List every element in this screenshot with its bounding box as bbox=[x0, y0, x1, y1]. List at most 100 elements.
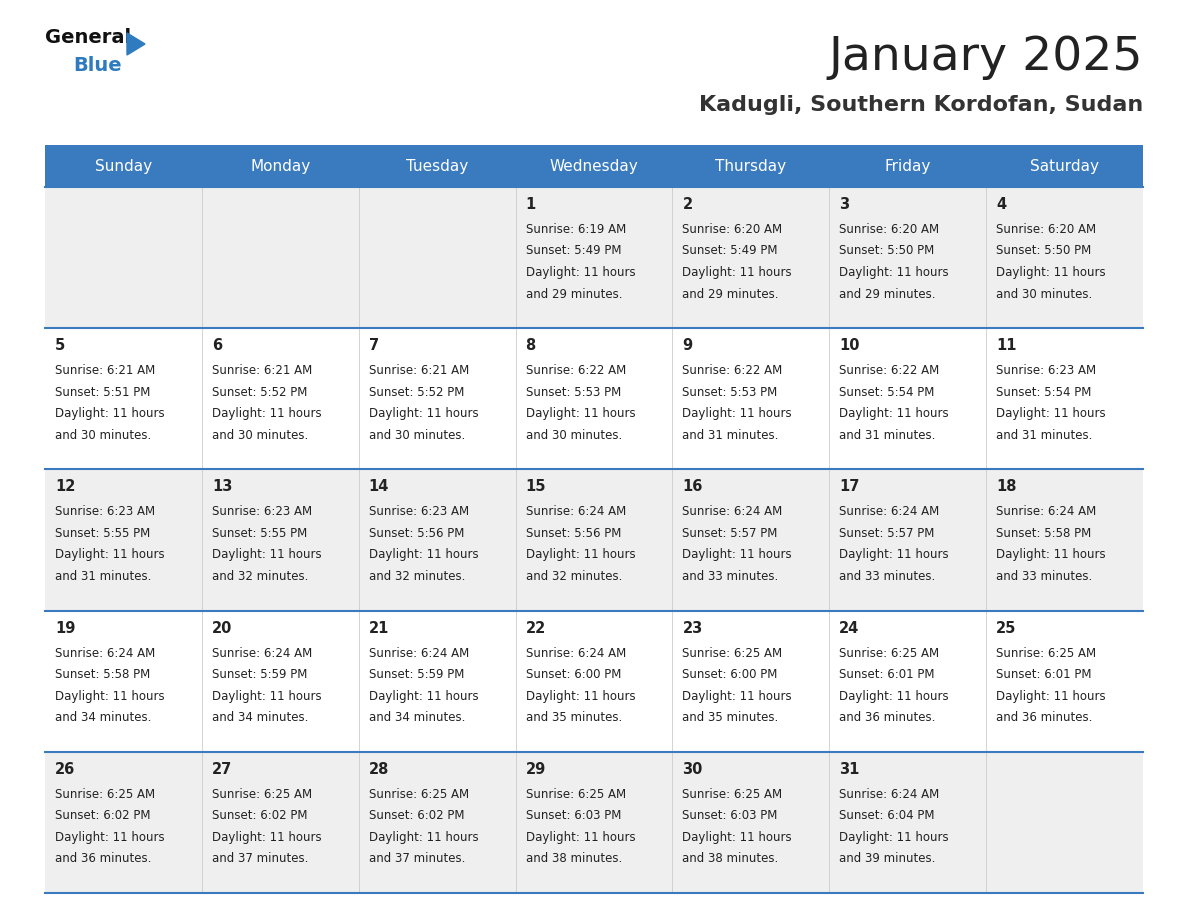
Text: Daylight: 11 hours: Daylight: 11 hours bbox=[839, 548, 949, 562]
Text: Sunrise: 6:25 AM: Sunrise: 6:25 AM bbox=[525, 788, 626, 800]
Text: Sunrise: 6:20 AM: Sunrise: 6:20 AM bbox=[839, 223, 940, 236]
Text: Daylight: 11 hours: Daylight: 11 hours bbox=[997, 548, 1106, 562]
Text: Sunrise: 6:22 AM: Sunrise: 6:22 AM bbox=[839, 364, 940, 377]
Text: 13: 13 bbox=[211, 479, 232, 495]
Text: 1: 1 bbox=[525, 197, 536, 212]
Text: Sunrise: 6:21 AM: Sunrise: 6:21 AM bbox=[55, 364, 156, 377]
Text: Daylight: 11 hours: Daylight: 11 hours bbox=[55, 831, 165, 844]
Text: Sunrise: 6:24 AM: Sunrise: 6:24 AM bbox=[525, 506, 626, 519]
Text: Sunrise: 6:25 AM: Sunrise: 6:25 AM bbox=[55, 788, 156, 800]
Text: 24: 24 bbox=[839, 621, 860, 635]
Text: Daylight: 11 hours: Daylight: 11 hours bbox=[997, 266, 1106, 279]
Bar bbox=[45, 752, 1143, 893]
Text: and 31 minutes.: and 31 minutes. bbox=[682, 429, 779, 442]
Text: and 36 minutes.: and 36 minutes. bbox=[997, 711, 1093, 724]
Text: and 30 minutes.: and 30 minutes. bbox=[997, 287, 1093, 300]
Text: and 38 minutes.: and 38 minutes. bbox=[525, 852, 621, 866]
Text: General: General bbox=[45, 28, 131, 47]
Text: Sunrise: 6:23 AM: Sunrise: 6:23 AM bbox=[55, 506, 156, 519]
Text: Wednesday: Wednesday bbox=[550, 159, 638, 174]
Text: Daylight: 11 hours: Daylight: 11 hours bbox=[525, 689, 636, 702]
Text: 17: 17 bbox=[839, 479, 860, 495]
Text: Sunset: 5:56 PM: Sunset: 5:56 PM bbox=[368, 527, 465, 540]
Text: Sunrise: 6:24 AM: Sunrise: 6:24 AM bbox=[525, 646, 626, 660]
Text: Tuesday: Tuesday bbox=[406, 159, 468, 174]
Text: Sunrise: 6:25 AM: Sunrise: 6:25 AM bbox=[839, 646, 940, 660]
Text: 28: 28 bbox=[368, 762, 390, 777]
Text: Saturday: Saturday bbox=[1030, 159, 1099, 174]
Text: Sunday: Sunday bbox=[95, 159, 152, 174]
Text: Sunset: 5:50 PM: Sunset: 5:50 PM bbox=[839, 244, 935, 258]
Text: Sunset: 6:02 PM: Sunset: 6:02 PM bbox=[55, 810, 151, 823]
Text: and 31 minutes.: and 31 minutes. bbox=[839, 429, 936, 442]
Text: Sunset: 5:58 PM: Sunset: 5:58 PM bbox=[997, 527, 1092, 540]
Text: Sunset: 5:59 PM: Sunset: 5:59 PM bbox=[211, 668, 308, 681]
Text: Kadugli, Southern Kordofan, Sudan: Kadugli, Southern Kordofan, Sudan bbox=[699, 95, 1143, 115]
Text: Daylight: 11 hours: Daylight: 11 hours bbox=[55, 408, 165, 420]
Text: Daylight: 11 hours: Daylight: 11 hours bbox=[525, 831, 636, 844]
Text: Sunset: 6:00 PM: Sunset: 6:00 PM bbox=[525, 668, 621, 681]
Text: Daylight: 11 hours: Daylight: 11 hours bbox=[211, 689, 322, 702]
Text: Monday: Monday bbox=[251, 159, 310, 174]
Text: Sunset: 5:55 PM: Sunset: 5:55 PM bbox=[211, 527, 308, 540]
Text: Sunset: 6:02 PM: Sunset: 6:02 PM bbox=[368, 810, 465, 823]
Bar bbox=[45, 329, 1143, 469]
Text: Sunrise: 6:25 AM: Sunrise: 6:25 AM bbox=[211, 788, 312, 800]
Text: 20: 20 bbox=[211, 621, 232, 635]
Bar bbox=[45, 610, 1143, 752]
Text: 31: 31 bbox=[839, 762, 860, 777]
Text: Sunrise: 6:25 AM: Sunrise: 6:25 AM bbox=[997, 646, 1097, 660]
Text: Sunset: 5:52 PM: Sunset: 5:52 PM bbox=[211, 386, 308, 398]
Text: 15: 15 bbox=[525, 479, 546, 495]
Text: 6: 6 bbox=[211, 338, 222, 353]
Text: Sunrise: 6:19 AM: Sunrise: 6:19 AM bbox=[525, 223, 626, 236]
Text: Sunset: 5:59 PM: Sunset: 5:59 PM bbox=[368, 668, 465, 681]
Text: Sunset: 5:52 PM: Sunset: 5:52 PM bbox=[368, 386, 465, 398]
Text: Sunrise: 6:24 AM: Sunrise: 6:24 AM bbox=[211, 646, 312, 660]
Text: and 37 minutes.: and 37 minutes. bbox=[368, 852, 465, 866]
Text: and 34 minutes.: and 34 minutes. bbox=[55, 711, 151, 724]
Text: 4: 4 bbox=[997, 197, 1006, 212]
Text: Daylight: 11 hours: Daylight: 11 hours bbox=[997, 689, 1106, 702]
Text: Sunrise: 6:24 AM: Sunrise: 6:24 AM bbox=[682, 506, 783, 519]
Text: and 30 minutes.: and 30 minutes. bbox=[525, 429, 621, 442]
Text: and 34 minutes.: and 34 minutes. bbox=[368, 711, 465, 724]
Text: and 34 minutes.: and 34 minutes. bbox=[211, 711, 308, 724]
Text: and 39 minutes.: and 39 minutes. bbox=[839, 852, 936, 866]
Text: Sunrise: 6:23 AM: Sunrise: 6:23 AM bbox=[368, 506, 469, 519]
Text: Sunrise: 6:23 AM: Sunrise: 6:23 AM bbox=[211, 506, 312, 519]
Text: Sunrise: 6:24 AM: Sunrise: 6:24 AM bbox=[839, 506, 940, 519]
Text: Sunset: 5:56 PM: Sunset: 5:56 PM bbox=[525, 527, 621, 540]
Text: 9: 9 bbox=[682, 338, 693, 353]
Text: 8: 8 bbox=[525, 338, 536, 353]
Text: Sunset: 6:02 PM: Sunset: 6:02 PM bbox=[211, 810, 308, 823]
Text: and 35 minutes.: and 35 minutes. bbox=[525, 711, 621, 724]
Text: and 36 minutes.: and 36 minutes. bbox=[55, 852, 151, 866]
Bar bbox=[45, 469, 1143, 610]
Text: Sunrise: 6:24 AM: Sunrise: 6:24 AM bbox=[368, 646, 469, 660]
Bar bbox=[45, 187, 1143, 329]
Text: and 29 minutes.: and 29 minutes. bbox=[525, 287, 623, 300]
Text: Sunset: 6:01 PM: Sunset: 6:01 PM bbox=[839, 668, 935, 681]
Text: Daylight: 11 hours: Daylight: 11 hours bbox=[55, 548, 165, 562]
Text: Sunset: 5:55 PM: Sunset: 5:55 PM bbox=[55, 527, 150, 540]
Text: Sunrise: 6:24 AM: Sunrise: 6:24 AM bbox=[997, 506, 1097, 519]
Text: and 33 minutes.: and 33 minutes. bbox=[997, 570, 1093, 583]
Text: Blue: Blue bbox=[72, 56, 121, 75]
Text: Sunrise: 6:20 AM: Sunrise: 6:20 AM bbox=[682, 223, 783, 236]
Text: Daylight: 11 hours: Daylight: 11 hours bbox=[368, 831, 479, 844]
Text: 27: 27 bbox=[211, 762, 232, 777]
Text: Sunrise: 6:22 AM: Sunrise: 6:22 AM bbox=[682, 364, 783, 377]
Text: Sunset: 5:58 PM: Sunset: 5:58 PM bbox=[55, 668, 150, 681]
Text: Daylight: 11 hours: Daylight: 11 hours bbox=[368, 548, 479, 562]
Text: and 37 minutes.: and 37 minutes. bbox=[211, 852, 308, 866]
Text: Daylight: 11 hours: Daylight: 11 hours bbox=[368, 408, 479, 420]
Text: 30: 30 bbox=[682, 762, 703, 777]
Text: Daylight: 11 hours: Daylight: 11 hours bbox=[525, 266, 636, 279]
Text: Sunrise: 6:25 AM: Sunrise: 6:25 AM bbox=[682, 646, 783, 660]
Text: and 33 minutes.: and 33 minutes. bbox=[839, 570, 935, 583]
Text: 23: 23 bbox=[682, 621, 702, 635]
Polygon shape bbox=[127, 33, 145, 55]
Text: Friday: Friday bbox=[885, 159, 931, 174]
Text: and 30 minutes.: and 30 minutes. bbox=[368, 429, 465, 442]
